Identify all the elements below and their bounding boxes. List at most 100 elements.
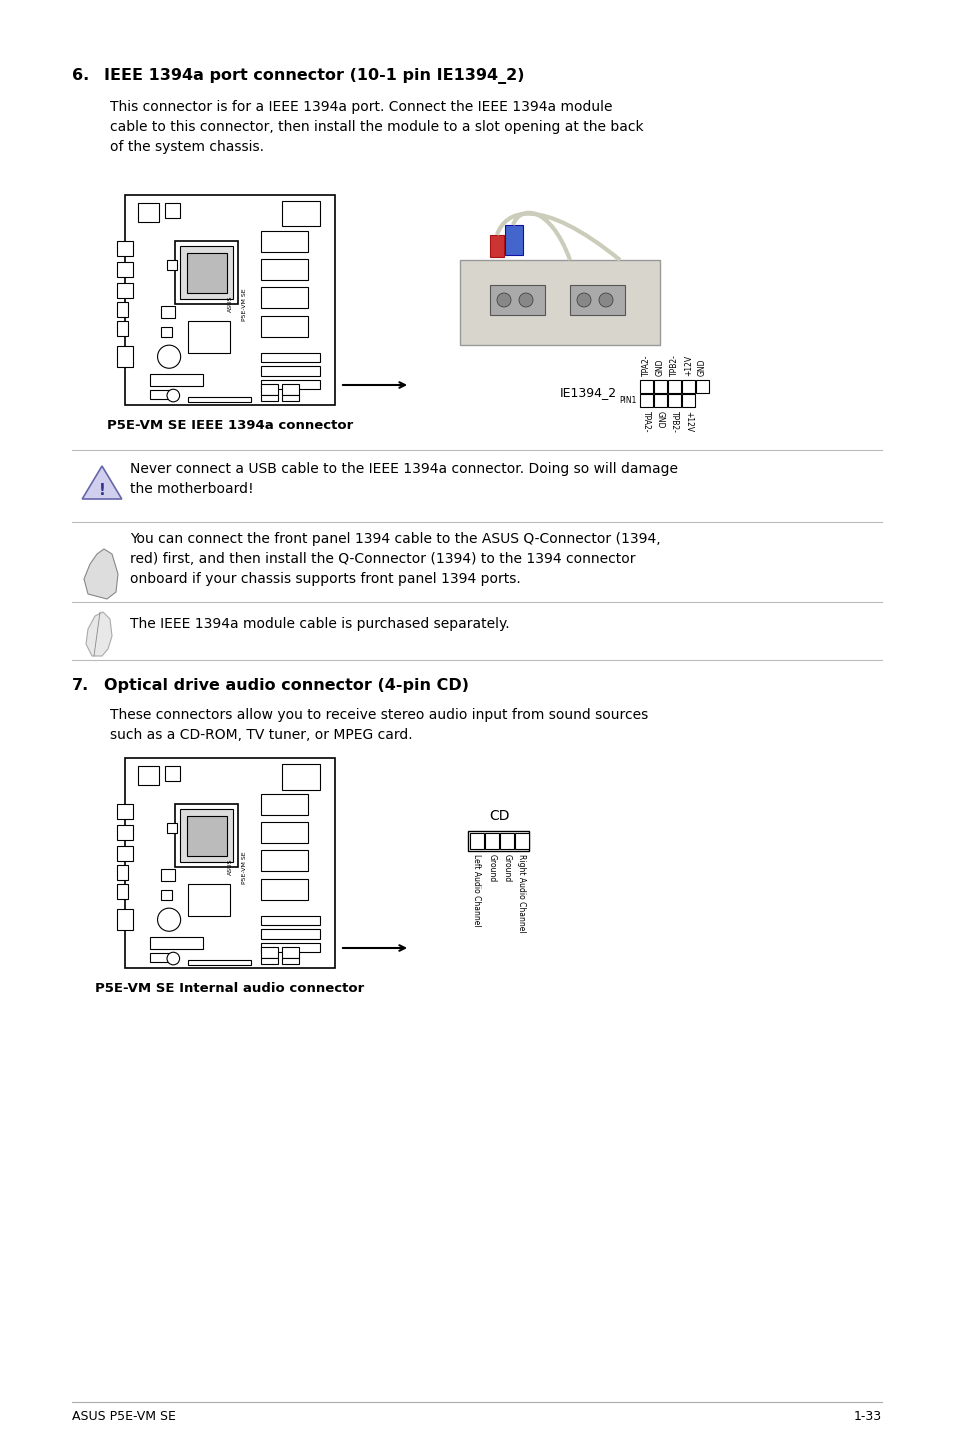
Bar [261,879,308,900]
Text: P5E-VM SE Internal audio connector: P5E-VM SE Internal audio connector [95,982,364,995]
Bar [116,242,133,256]
Bar [282,948,299,958]
Bar [165,766,179,781]
Text: the motherboard!: the motherboard! [130,482,253,496]
Bar [282,394,299,401]
Bar [160,328,172,336]
Bar [484,833,498,848]
Text: GND: GND [698,358,706,375]
Text: P5E-VM SE: P5E-VM SE [242,288,247,321]
Circle shape [598,293,613,306]
Bar [696,380,708,393]
Bar [188,397,251,401]
Circle shape [157,909,180,932]
Text: TPA2-: TPA2- [641,411,650,433]
Bar [167,823,177,833]
Text: TPA2-: TPA2- [641,355,650,375]
Bar [504,224,522,255]
Bar [150,374,202,385]
Bar [667,394,680,407]
Bar [116,909,133,930]
Bar [261,259,308,280]
Bar [261,850,308,871]
Text: ASUS: ASUS [227,858,233,876]
Circle shape [577,293,590,306]
Text: You can connect the front panel 1394 cable to the ASUS Q-Connector (1394,: You can connect the front panel 1394 cab… [130,532,659,546]
Bar [116,321,128,335]
Bar [470,833,483,848]
Bar [175,804,238,867]
Text: Left Audio Channel: Left Audio Channel [472,854,481,926]
Circle shape [167,952,179,965]
Bar [282,765,320,789]
Text: TPB2-: TPB2- [669,354,679,375]
Text: GND: GND [656,358,664,375]
Bar [116,825,133,840]
Text: CD: CD [489,810,510,823]
Text: !: ! [98,483,106,498]
Text: PIN1: PIN1 [619,395,637,406]
Bar [499,833,514,848]
Bar [160,890,172,900]
Bar [261,316,308,336]
Text: +12V: +12V [683,411,692,433]
Bar [282,958,299,963]
Bar [490,285,544,315]
Text: IEEE 1394a port connector (10-1 pin IE1394_2): IEEE 1394a port connector (10-1 pin IE13… [104,68,524,83]
Bar [681,380,695,393]
Text: such as a CD-ROM, TV tuner, or MPEG card.: such as a CD-ROM, TV tuner, or MPEG card… [110,728,413,742]
Bar [667,380,680,393]
Bar [569,285,624,315]
Bar [116,846,133,861]
Bar [261,394,278,401]
Bar [490,234,503,257]
Text: Never connect a USB cable to the IEEE 1394a connector. Doing so will damage: Never connect a USB cable to the IEEE 13… [130,462,678,476]
Bar [261,929,320,939]
Bar [165,203,179,219]
Bar [282,201,320,227]
Text: This connector is for a IEEE 1394a port. Connect the IEEE 1394a module: This connector is for a IEEE 1394a port.… [110,101,612,114]
Bar [150,953,171,962]
Circle shape [167,390,179,401]
Text: GND: GND [656,411,664,429]
Bar [654,380,666,393]
Bar [116,347,133,367]
Text: of the system chassis.: of the system chassis. [110,139,264,154]
Bar [261,230,308,252]
Circle shape [518,293,533,306]
Text: ASUS: ASUS [227,296,233,312]
Bar [639,394,652,407]
Text: The IEEE 1394a module cable is purchased separately.: The IEEE 1394a module cable is purchased… [130,617,509,631]
Bar [187,815,227,856]
Bar [116,866,128,880]
Bar [125,196,335,406]
Bar [175,242,238,305]
Bar [261,384,278,394]
Bar [160,306,175,318]
Text: +12V: +12V [683,355,692,375]
Polygon shape [84,549,118,600]
Bar [188,884,230,916]
Text: IE1394_2: IE1394_2 [559,387,617,400]
Text: 6.: 6. [71,68,90,83]
Bar [261,958,278,963]
Bar [150,390,171,398]
Text: 1-33: 1-33 [853,1411,882,1424]
Bar [116,262,133,278]
Bar [116,804,133,818]
Text: ASUS P5E-VM SE: ASUS P5E-VM SE [71,1411,175,1424]
Bar [261,916,320,925]
Bar [116,302,128,316]
Bar [180,246,233,299]
Bar [137,203,158,223]
Bar [188,959,251,965]
Bar [180,810,233,863]
Text: Optical drive audio connector (4-pin CD): Optical drive audio connector (4-pin CD) [104,677,469,693]
Bar [137,766,158,785]
Text: cable to this connector, then install the module to a slot opening at the back: cable to this connector, then install th… [110,119,643,134]
Bar [681,394,695,407]
Bar [468,831,529,851]
Bar [261,352,320,362]
Bar [188,321,230,352]
Bar [116,283,133,298]
